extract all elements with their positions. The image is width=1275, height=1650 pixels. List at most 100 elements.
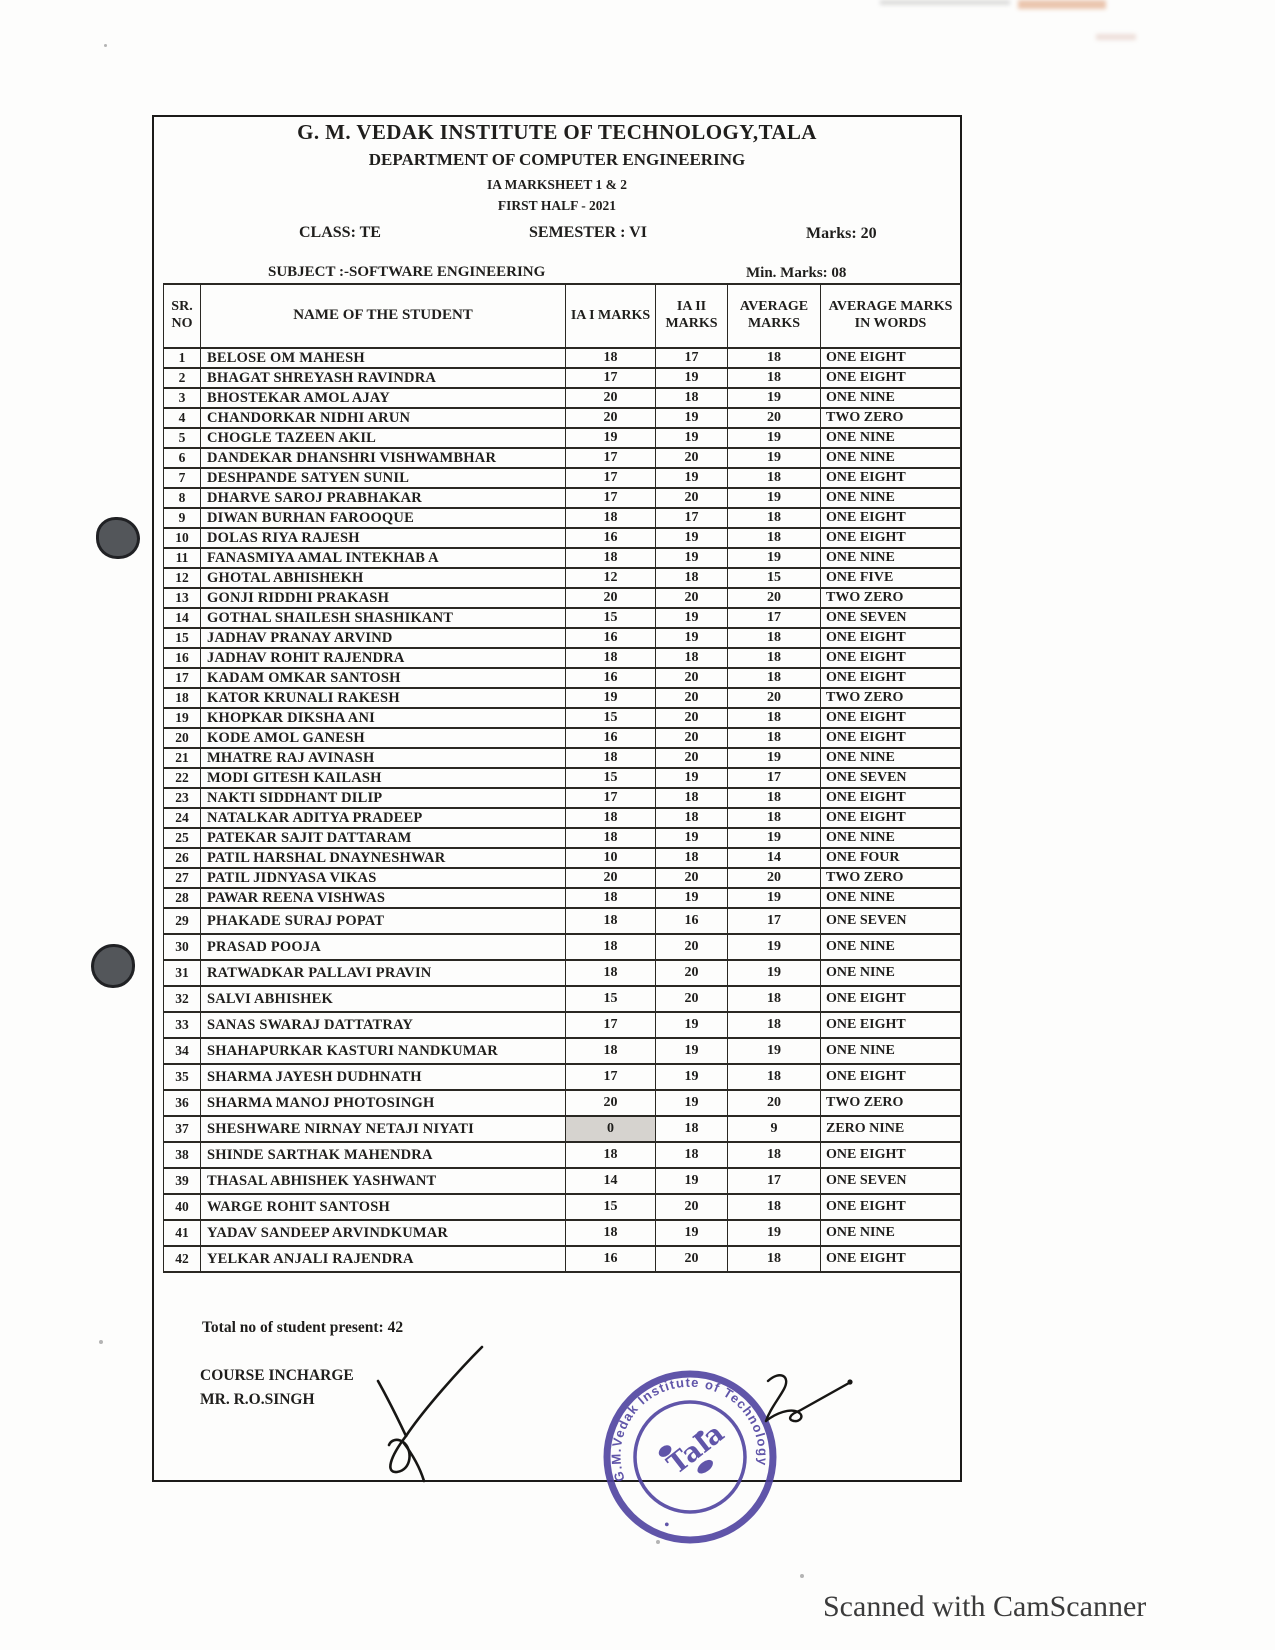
cell-ia1-marks: 18 — [565, 507, 656, 529]
cell-average-marks: 20 — [727, 407, 821, 429]
punch-hole — [91, 944, 135, 988]
cell-ia1-marks: 19 — [565, 687, 656, 709]
scan-speck — [99, 1340, 103, 1344]
cell-sr-no: 9 — [163, 507, 201, 529]
cell-sr-no: 31 — [163, 959, 201, 987]
cell-average-words: ONE EIGHT — [820, 347, 961, 369]
cell-student-name: WARGE ROHIT SANTOSH — [200, 1193, 566, 1221]
cell-ia2-marks: 19 — [655, 527, 728, 549]
table-row: 40 WARGE ROHIT SANTOSH 15 20 18 ONE EIGHT — [163, 1193, 961, 1221]
scan-speck — [104, 44, 107, 47]
cell-sr-no: 3 — [163, 387, 201, 409]
cell-sr-no: 17 — [163, 667, 201, 689]
cell-ia1-marks: 18 — [565, 827, 656, 849]
cell-sr-no: 28 — [163, 887, 201, 909]
course-incharge-label: COURSE INCHARGE — [200, 1367, 354, 1384]
signature-secondary — [764, 1374, 853, 1423]
cell-student-name: PATEKAR SAJIT DATTARAM — [200, 827, 566, 849]
cell-average-words: ONE NINE — [820, 933, 961, 961]
cell-sr-no: 27 — [163, 867, 201, 889]
cell-average-words: ONE EIGHT — [820, 667, 961, 689]
table-row: 7 DESHPANDE SATYEN SUNIL 17 19 18 ONE EIGHT — [163, 467, 961, 489]
table-row: 30 PRASAD POOJA 18 20 19 ONE NINE — [163, 933, 961, 961]
header-student-name: NAME OF THE STUDENT — [200, 283, 566, 349]
cell-student-name: KHOPKAR DIKSHA ANI — [200, 707, 566, 729]
cell-average-marks: 18 — [727, 707, 821, 729]
cell-ia1-marks: 17 — [565, 467, 656, 489]
cell-ia1-marks: 15 — [565, 767, 656, 789]
cell-average-marks: 19 — [727, 959, 821, 987]
cell-average-marks: 18 — [727, 1011, 821, 1039]
cell-average-words: ONE FIVE — [820, 567, 961, 589]
cell-average-words: ONE EIGHT — [820, 707, 961, 729]
table-row: 18 KATOR KRUNALI RAKESH 19 20 20 TWO ZERO — [163, 687, 961, 709]
subject-label: SUBJECT :-SOFTWARE ENGINEERING — [268, 264, 546, 280]
cell-student-name: PATIL HARSHAL DNAYNESHWAR — [200, 847, 566, 869]
cell-student-name: SHINDE SARTHAK MAHENDRA — [200, 1141, 566, 1169]
cell-ia1-marks: 20 — [565, 1089, 656, 1117]
cell-sr-no: 25 — [163, 827, 201, 849]
cell-average-words: TWO ZERO — [820, 867, 961, 889]
cell-average-words: ONE NINE — [820, 887, 961, 909]
cell-ia2-marks: 20 — [655, 1245, 728, 1273]
cell-average-marks: 18 — [727, 667, 821, 689]
cell-average-words: ONE EIGHT — [820, 787, 961, 809]
cell-ia2-marks: 17 — [655, 347, 728, 369]
cell-student-name: KATOR KRUNALI RAKESH — [200, 687, 566, 709]
table-row: 5 CHOGLE TAZEEN AKIL 19 19 19 ONE NINE — [163, 427, 961, 449]
cell-average-marks: 17 — [727, 607, 821, 629]
cell-student-name: BHOSTEKAR AMOL AJAY — [200, 387, 566, 409]
cell-average-words: ONE NINE — [820, 747, 961, 769]
table-row: 8 DHARVE SAROJ PRABHAKAR 17 20 19 ONE NINE — [163, 487, 961, 509]
cell-ia1-marks: 17 — [565, 1011, 656, 1039]
marks-label: Marks: 20 — [806, 225, 877, 242]
cell-average-marks: 18 — [727, 367, 821, 389]
cell-student-name: SANAS SWARAJ DATTATRAY — [200, 1011, 566, 1039]
cell-average-marks: 18 — [727, 807, 821, 829]
cell-ia2-marks: 20 — [655, 487, 728, 509]
cell-average-marks: 17 — [727, 1167, 821, 1195]
table-row: 29 PHAKADE SURAJ POPAT 18 16 17 ONE SEVEN — [163, 907, 961, 935]
cell-average-marks: 20 — [727, 587, 821, 609]
cell-ia1-marks: 0 — [565, 1115, 656, 1143]
stamp-bullet: • — [664, 1517, 670, 1534]
cell-sr-no: 42 — [163, 1245, 201, 1273]
cell-ia1-marks: 12 — [565, 567, 656, 589]
cell-ia1-marks: 18 — [565, 1037, 656, 1065]
cell-average-marks: 18 — [727, 627, 821, 649]
cell-ia2-marks: 19 — [655, 547, 728, 569]
table-row: 24 NATALKAR ADITYA PRADEEP 18 18 18 ONE EIGHT — [163, 807, 961, 829]
cell-average-words: ONE SEVEN — [820, 767, 961, 789]
cell-average-words: ONE EIGHT — [820, 527, 961, 549]
cell-ia1-marks: 16 — [565, 727, 656, 749]
cell-student-name: DIWAN BURHAN FAROOQUE — [200, 507, 566, 529]
cell-average-words: ONE NINE — [820, 447, 961, 469]
sheet-title: IA MARKSHEET 1 & 2 — [486, 177, 628, 193]
table-row: 33 SANAS SWARAJ DATTATRAY 17 19 18 ONE EIGHT — [163, 1011, 961, 1039]
cell-sr-no: 22 — [163, 767, 201, 789]
cell-ia1-marks: 18 — [565, 1141, 656, 1169]
cell-ia2-marks: 20 — [655, 959, 728, 987]
cell-ia1-marks: 18 — [565, 959, 656, 987]
cell-student-name: SHAHAPURKAR KASTURI NANDKUMAR — [200, 1037, 566, 1065]
total-students-label: Total no of student present: 42 — [202, 1319, 404, 1336]
cell-average-marks: 18 — [727, 985, 821, 1013]
cell-ia2-marks: 19 — [655, 607, 728, 629]
cell-average-marks: 18 — [727, 727, 821, 749]
cell-ia2-marks: 20 — [655, 667, 728, 689]
cell-sr-no: 8 — [163, 487, 201, 509]
cell-sr-no: 1 — [163, 347, 201, 369]
cell-ia2-marks: 18 — [655, 807, 728, 829]
cell-average-words: TWO ZERO — [820, 587, 961, 609]
cell-student-name: SHARMA MANOJ PHOTOSINGH — [200, 1089, 566, 1117]
table-row: 14 GOTHAL SHAILESH SHASHIKANT 15 19 17 ONE SE… — [163, 607, 961, 629]
scan-smudge — [1018, 0, 1106, 9]
cell-average-marks: 19 — [727, 1037, 821, 1065]
cell-average-marks: 18 — [727, 347, 821, 369]
cell-sr-no: 20 — [163, 727, 201, 749]
table-row: 32 SALVI ABHISHEK 15 20 18 ONE EIGHT — [163, 985, 961, 1013]
cell-sr-no: 6 — [163, 447, 201, 469]
cell-ia1-marks: 20 — [565, 867, 656, 889]
cell-ia2-marks: 19 — [655, 427, 728, 449]
